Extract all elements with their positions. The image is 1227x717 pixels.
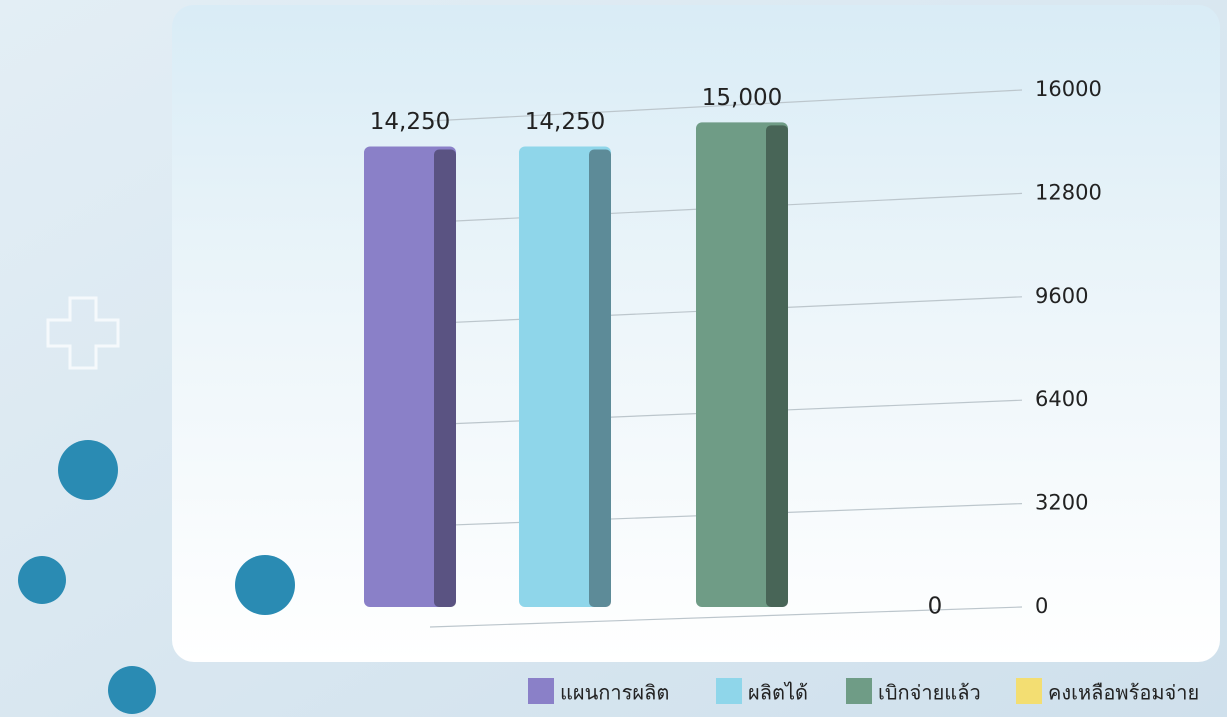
legend-label: แผนการผลิต — [560, 681, 669, 705]
value-label: 0 — [928, 594, 943, 620]
legend-label: คงเหลือพร้อมจ่าย — [1048, 681, 1199, 705]
y-tick-label: 6400 — [1035, 387, 1088, 411]
chart: 0 3200 6400 9600 12800 16000 14,250 แผนการผลิต 1… — [0, 0, 1227, 717]
value-label: 14,250 — [525, 109, 605, 135]
value-label: 15,000 — [702, 85, 782, 111]
legend-swatch — [528, 678, 554, 704]
value-label: 14,250 — [370, 109, 450, 135]
legend-swatch — [716, 678, 742, 704]
y-tick-label: 9600 — [1035, 284, 1088, 308]
legend-label: เบิกจ่ายแล้ว — [878, 681, 981, 705]
legend-swatch — [1016, 678, 1042, 704]
y-tick-label: 12800 — [1035, 180, 1102, 204]
legend-swatch — [846, 678, 872, 704]
bar-side — [589, 150, 611, 607]
y-tick-label: 0 — [1035, 594, 1048, 618]
y-tick-label: 16000 — [1035, 77, 1102, 101]
legend-label: ผลิตได้ — [748, 681, 808, 705]
bar-side — [434, 150, 456, 607]
page: {"chart_data": {"type": "bar", "series":… — [0, 0, 1227, 717]
bar-side — [766, 125, 788, 607]
y-tick-label: 3200 — [1035, 491, 1088, 515]
